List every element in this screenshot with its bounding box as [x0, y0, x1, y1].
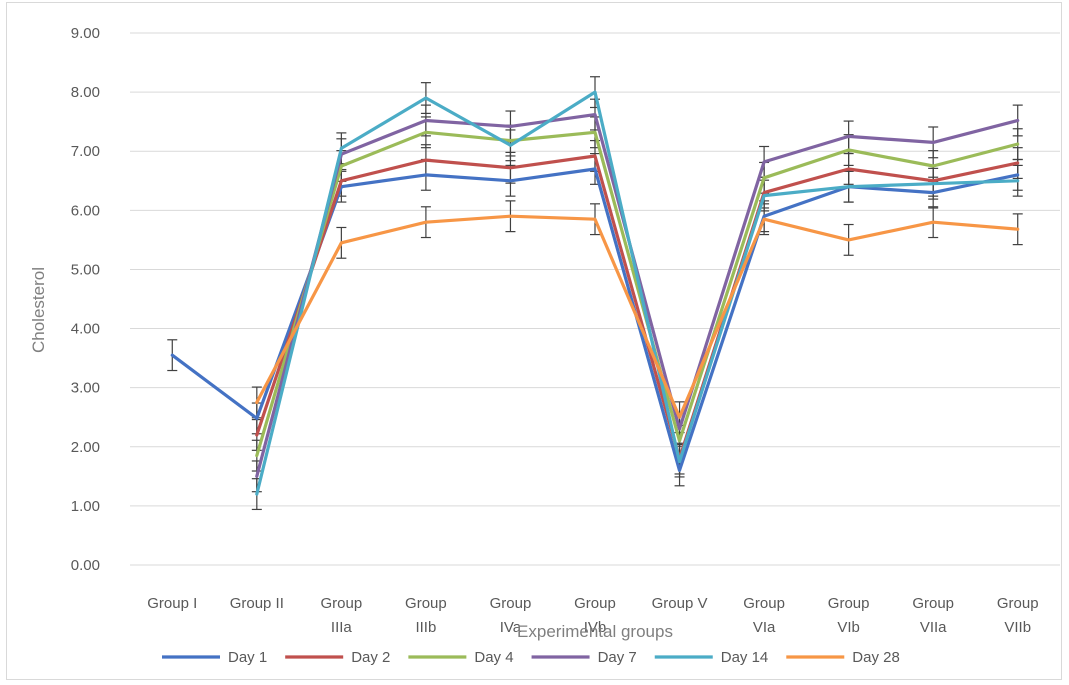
- series-line-day-2: [255, 154, 1020, 461]
- legend-item-day-2: Day 2: [285, 649, 390, 666]
- x-tick-label: Group: [321, 595, 363, 612]
- x-tick-label: Group: [997, 595, 1039, 612]
- series-lines: [170, 90, 1020, 496]
- x-tick-label: IVa: [500, 619, 522, 636]
- x-tick-label: Group: [828, 595, 870, 612]
- x-tick-label: IIIa: [331, 619, 353, 636]
- x-tick-label: Group: [574, 595, 616, 612]
- legend-label: Day 14: [721, 649, 769, 666]
- series-line-day-7: [255, 113, 1020, 478]
- y-tick-label: 0.00: [71, 557, 100, 574]
- legend-label: Day 1: [228, 649, 267, 666]
- chart-frame: [6, 2, 1062, 680]
- x-tick-label: Group: [405, 595, 447, 612]
- x-axis-title: Experimental groups: [517, 622, 673, 641]
- legend: Day 1 Day 2 Day 4 Day 7 Day 14 Day 28: [162, 649, 900, 666]
- x-tick-label: VIIa: [920, 619, 947, 636]
- y-tick-label: 7.00: [71, 143, 100, 160]
- y-tick-label: 6.00: [71, 202, 100, 219]
- series-line-day-14: [255, 90, 1020, 496]
- y-tick-label: 9.00: [71, 25, 100, 42]
- error-bars: [167, 76, 1023, 511]
- series-line-day-28: [255, 214, 1020, 419]
- legend-label: Day 28: [852, 649, 900, 666]
- x-tick-label: VIa: [753, 619, 776, 636]
- y-tick-label: 3.00: [71, 380, 100, 397]
- legend-label: Day 4: [474, 649, 513, 666]
- y-axis-ticks: 0.00 1.00 2.00 3.00 4.00 5.00 6.00 7.00 8.00 9.00: [71, 25, 100, 574]
- series-line-day-4: [255, 130, 1020, 458]
- x-tick-label: Group II: [230, 595, 284, 612]
- x-tick-label: VIb: [837, 619, 860, 636]
- x-axis-ticks: Group I Group II Group IIIa Group IIIb Group IV…: [147, 595, 1038, 636]
- legend-label: Day 2: [351, 649, 390, 666]
- legend-item-day-28: Day 28: [786, 649, 900, 666]
- x-tick-label: IIIb: [415, 619, 436, 636]
- y-tick-label: 2.00: [71, 439, 100, 456]
- y-tick-label: 1.00: [71, 498, 100, 515]
- x-tick-label: IVb: [584, 619, 607, 636]
- legend-item-day-14: Day 14: [654, 649, 769, 666]
- x-tick-label: Group: [490, 595, 532, 612]
- x-tick-label: Group: [743, 595, 785, 612]
- x-tick-label: Group V: [652, 595, 708, 612]
- legend-label: Day 7: [598, 649, 637, 666]
- legend-item-day-4: Day 4: [408, 649, 514, 666]
- legend-item-day-7: Day 7: [531, 649, 637, 666]
- y-tick-label: 4.00: [71, 321, 100, 338]
- y-axis-title: Cholesterol: [29, 267, 48, 353]
- x-tick-label: VIIb: [1004, 619, 1031, 636]
- y-tick-label: 5.00: [71, 261, 100, 278]
- x-tick-label: Group I: [147, 595, 197, 612]
- x-tick-label: Group: [912, 595, 954, 612]
- legend-item-day-1: Day 1: [162, 649, 267, 666]
- y-tick-label: 8.00: [71, 84, 100, 101]
